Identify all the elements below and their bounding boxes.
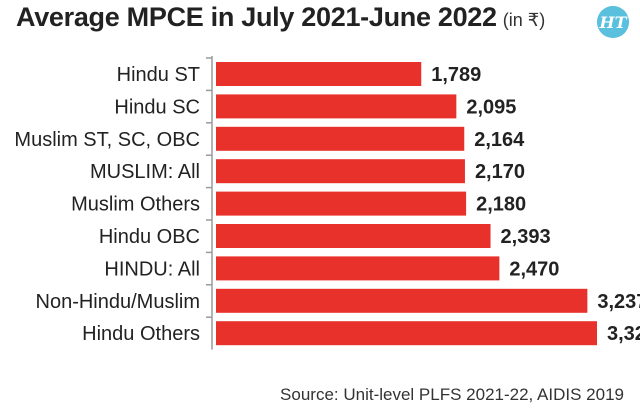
bar	[216, 191, 467, 216]
category-label: Non-Hindu/Muslim	[36, 291, 201, 313]
bar	[216, 94, 457, 119]
chart-axis	[206, 56, 213, 350]
bar	[216, 224, 491, 248]
chart-title: Average MPCE in July 2021-June 2022 (in ₹…	[16, 2, 545, 33]
chart-unit: (in ₹)	[502, 10, 546, 30]
value-label: 2,095	[466, 96, 516, 118]
chart-title-text: Average MPCE in July 2021-June 2022	[16, 2, 497, 32]
value-label: 2,170	[475, 161, 525, 183]
chart-bars	[216, 62, 597, 346]
ht-logo-icon: HT	[597, 6, 629, 38]
category-label: Muslim Others	[71, 194, 200, 216]
chart-category-labels: Hindu ST Hindu SC Muslim ST, SC, OBC MUSLIM…	[14, 64, 200, 345]
bar	[216, 321, 597, 346]
bar	[216, 288, 588, 313]
category-label: Hindu SC	[114, 96, 200, 118]
logo-circle	[597, 6, 629, 38]
value-label: 2,393	[501, 226, 551, 248]
bar	[216, 159, 465, 184]
category-label: Hindu ST	[117, 64, 200, 86]
logo-text: HT	[598, 13, 627, 32]
category-label: Hindu Others	[82, 323, 200, 345]
bar	[216, 126, 465, 151]
value-label: 3,321	[607, 323, 640, 345]
value-label: 2,470	[509, 258, 559, 280]
category-label: MUSLIM: All	[90, 161, 200, 183]
bar	[216, 256, 500, 281]
value-label: 2,164	[474, 129, 525, 151]
category-label: Hindu OBC	[99, 226, 200, 248]
source-note: Source: Unit-level PLFS 2021-22, AIDIS 2…	[280, 385, 624, 404]
chart-value-labels: 1,789 2,095 2,164 2,170 2,180 2,393 2,470 3,237…	[431, 64, 640, 345]
category-label: Muslim ST, SC, OBC	[14, 129, 200, 151]
value-label: 1,789	[431, 64, 481, 86]
bar	[216, 62, 422, 86]
value-label: 3,237	[597, 291, 640, 313]
value-label: 2,180	[476, 194, 526, 216]
category-label: HINDU: All	[104, 258, 200, 280]
